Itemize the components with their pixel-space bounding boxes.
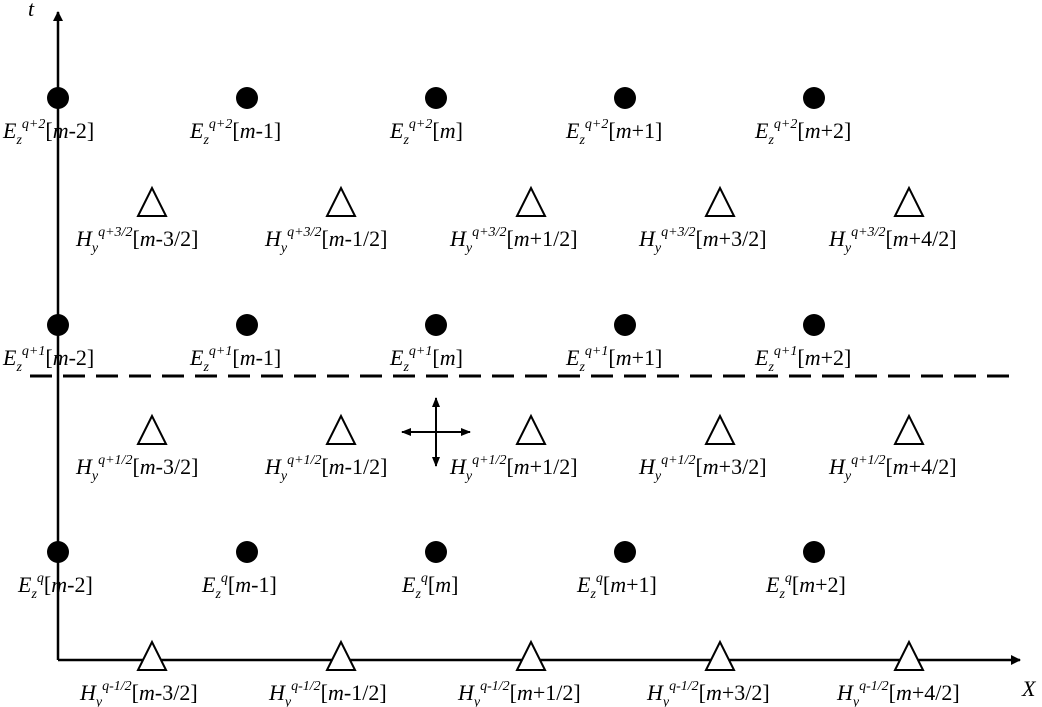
e-field-label: Ezq+1[m+2] [754, 344, 851, 375]
h-field-label: Hyq-1/2[m-3/2] [79, 679, 198, 707]
e-field-label: Ezq[m] [401, 571, 458, 602]
e-field-label: Ezq+2[m+2] [754, 117, 851, 148]
h-field-label: Hyq+3/2[m+1/2] [449, 225, 578, 256]
e-field-node [803, 314, 825, 336]
x-axis-label: X [1021, 676, 1037, 701]
h-field-label: Hyq+3/2[m+4/2] [828, 225, 957, 256]
e-field-label: Ezq+2[m-2] [2, 117, 94, 148]
h-field-node [325, 639, 357, 671]
h-field-label: Hyq-1/2[m+4/2] [836, 679, 960, 707]
e-field-label: Ezq[m+1] [576, 571, 657, 602]
h-field-label: Hyq+1/2[m+4/2] [828, 453, 957, 484]
e-field-label: Ezq+1[m+1] [565, 344, 662, 375]
e-field-node [614, 541, 636, 563]
h-field-node [515, 185, 547, 217]
e-field-label: Ezq+2[m+1] [565, 117, 662, 148]
h-field-node [893, 185, 925, 217]
e-field-node [425, 87, 447, 109]
h-field-node [515, 639, 547, 671]
h-field-label: Hyq-1/2[m-1/2] [268, 679, 387, 707]
e-field-node [614, 87, 636, 109]
h-field-node [325, 185, 357, 217]
e-field-node [803, 87, 825, 109]
h-field-node [704, 185, 736, 217]
e-field-node [47, 314, 69, 336]
h-field-node [515, 413, 547, 445]
e-field-node [236, 314, 258, 336]
four-way-arrow-icon [401, 397, 471, 467]
h-field-node [893, 413, 925, 445]
h-field-label: Hyq+1/2[m-3/2] [75, 453, 198, 484]
t-axis-label: t [28, 0, 35, 21]
e-field-node [803, 541, 825, 563]
e-field-node [236, 541, 258, 563]
h-field-label: Hyq+3/2[m-1/2] [264, 225, 387, 256]
grid-nodes: Ezq+2[m-2] Ezq+2[m-1] Ezq+2[m] Ezq+2[m+1] Ez… [2, 87, 960, 707]
h-field-label: Hyq+1/2[m-1/2] [264, 453, 387, 484]
h-field-node [136, 185, 168, 217]
h-field-label: Hyq+1/2[m+1/2] [449, 453, 578, 484]
h-field-node [704, 639, 736, 671]
h-field-label: Hyq+3/2[m+3/2] [638, 225, 767, 256]
e-field-node [614, 314, 636, 336]
h-field-node [325, 413, 357, 445]
e-field-node [47, 87, 69, 109]
e-field-label: Ezq[m-1] [201, 571, 277, 602]
h-field-label: Hyq+1/2[m+3/2] [638, 453, 767, 484]
e-field-node [425, 314, 447, 336]
e-field-node [236, 87, 258, 109]
e-field-label: Ezq+2[m] [389, 117, 463, 148]
e-field-label: Ezq[m+2] [765, 571, 846, 602]
e-field-label: Ezq+1[m] [389, 344, 463, 375]
h-field-node [704, 413, 736, 445]
h-field-label: Hyq-1/2[m+3/2] [646, 679, 770, 707]
e-field-label: Ezq[m-2] [17, 571, 93, 602]
e-field-label: Ezq+2[m-1] [189, 117, 281, 148]
e-field-node [425, 541, 447, 563]
e-field-label: Ezq+1[m-1] [189, 344, 281, 375]
h-field-node [136, 639, 168, 671]
h-field-label: Hyq+3/2[m-3/2] [75, 225, 198, 256]
e-field-node [47, 541, 69, 563]
e-field-label: Ezq+1[m-2] [2, 344, 94, 375]
h-field-node [136, 413, 168, 445]
h-field-label: Hyq-1/2[m+1/2] [457, 679, 581, 707]
h-field-node [893, 639, 925, 671]
